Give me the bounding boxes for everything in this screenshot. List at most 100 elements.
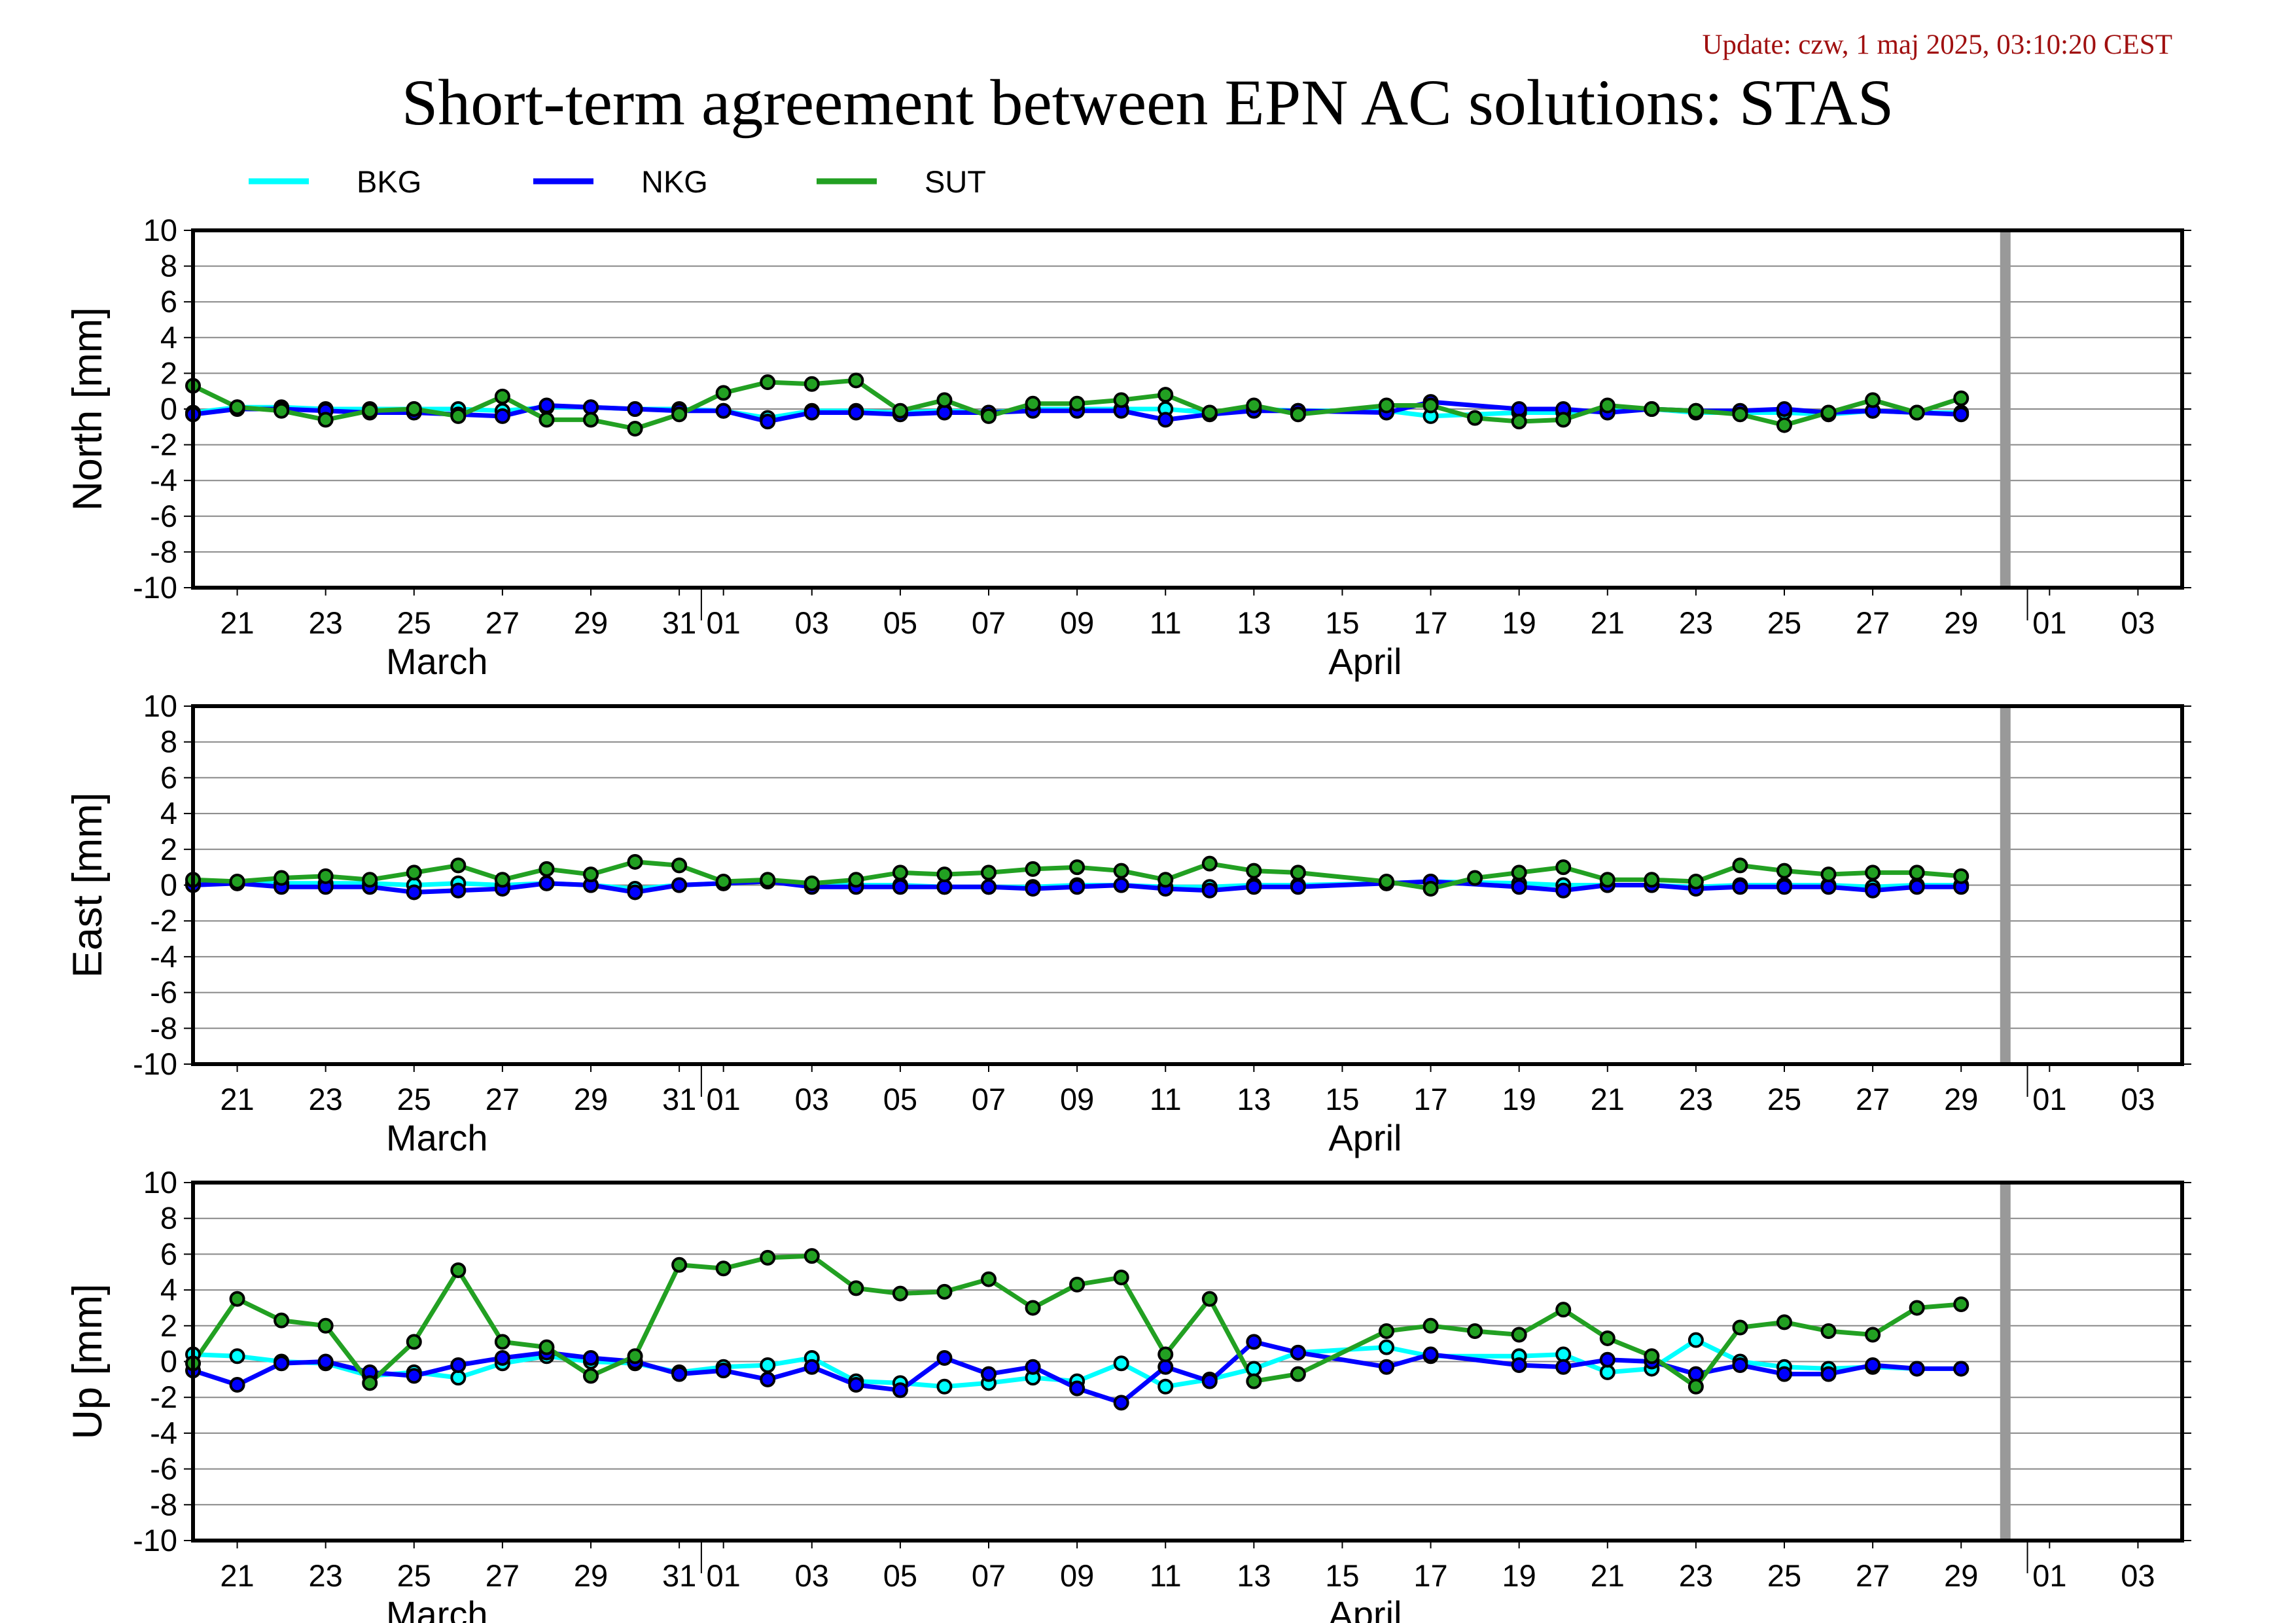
legend-label: BKG — [357, 164, 421, 199]
data-point-sut — [627, 421, 643, 437]
y-tick-label: 6 — [160, 284, 177, 319]
data-point-sut — [1467, 1323, 1483, 1340]
data-point-sut — [274, 402, 290, 419]
data-point-nkg — [1820, 879, 1837, 895]
x-tick-label: 15 — [1325, 1082, 1359, 1116]
data-point-nkg — [317, 1353, 334, 1370]
data-point-nkg — [1157, 412, 1174, 428]
x-tick-label: 13 — [1237, 1558, 1271, 1593]
data-point-sut — [981, 1271, 997, 1287]
data-point-nkg — [1953, 406, 1969, 423]
legend-item-nkg: NKG — [533, 164, 708, 199]
data-point-nkg — [539, 397, 555, 414]
x-tick-label: 25 — [1767, 1558, 1801, 1593]
data-point-nkg — [671, 877, 688, 893]
data-point-sut — [1687, 1378, 1704, 1395]
data-point-sut — [981, 865, 997, 881]
data-point-bkg — [1157, 1378, 1174, 1395]
x-tick-label: 25 — [397, 1558, 431, 1593]
x-tick-label: 25 — [397, 1082, 431, 1116]
x-tick-label: 07 — [972, 605, 1006, 640]
data-point-sut — [362, 1375, 378, 1391]
y-tick-label: 10 — [143, 213, 177, 247]
data-point-nkg — [450, 1357, 467, 1373]
y-tick-label: 10 — [143, 688, 177, 723]
data-point-nkg — [1776, 1366, 1792, 1382]
x-tick-label: 17 — [1413, 1558, 1447, 1593]
month-label: April — [1328, 641, 1402, 682]
data-point-bkg — [1555, 1346, 1572, 1363]
x-tick-label: 01 — [707, 605, 741, 640]
x-tick-label: 15 — [1325, 605, 1359, 640]
data-point-sut — [1379, 1323, 1394, 1340]
data-point-sut — [539, 1339, 555, 1355]
data-point-sut — [1246, 863, 1262, 879]
x-tick-label: 27 — [486, 1558, 520, 1593]
data-point-sut — [848, 372, 864, 389]
data-point-sut — [1290, 406, 1306, 423]
data-point-nkg — [1069, 1380, 1086, 1397]
x-tick-label: 17 — [1413, 1082, 1447, 1116]
data-point-sut — [583, 412, 599, 428]
data-point-nkg — [671, 1366, 688, 1382]
data-end-bar — [2000, 1183, 2011, 1541]
y-tick-label: 4 — [160, 320, 177, 355]
x-tick-label: 11 — [1150, 1082, 1182, 1116]
data-point-bkg — [1687, 1332, 1704, 1348]
y-tick-label: -10 — [133, 1046, 177, 1081]
data-point-nkg — [583, 1350, 599, 1366]
data-point-bkg — [229, 1348, 245, 1364]
x-tick-label: 03 — [795, 605, 829, 640]
y-axis-label: North [mm] — [65, 307, 111, 511]
data-point-sut — [1069, 395, 1086, 412]
data-point-nkg — [936, 1350, 953, 1366]
data-point-sut — [671, 857, 688, 874]
data-point-nkg — [848, 1377, 864, 1393]
x-tick-label: 25 — [1767, 1082, 1801, 1116]
data-point-nkg — [1113, 877, 1129, 893]
data-point-nkg — [1909, 879, 1925, 895]
data-point-bkg — [936, 1378, 953, 1395]
data-point-sut — [1246, 1373, 1262, 1389]
data-point-nkg — [1069, 879, 1086, 895]
y-tick-label: 0 — [160, 1344, 177, 1379]
data-point-sut — [1157, 387, 1174, 403]
x-tick-label: 09 — [1060, 605, 1094, 640]
y-axis-label: East [mm] — [65, 793, 111, 978]
data-point-sut — [539, 861, 555, 877]
legend-item-bkg: BKG — [249, 164, 421, 199]
x-tick-label: 31 — [662, 1082, 696, 1116]
data-point-nkg — [1555, 882, 1572, 899]
y-tick-label: 0 — [160, 391, 177, 426]
data-point-sut — [715, 874, 732, 890]
data-point-nkg — [981, 1366, 997, 1382]
data-point-nkg — [1246, 879, 1262, 895]
data-point-bkg — [1246, 1361, 1262, 1377]
data-point-nkg — [1820, 1366, 1837, 1382]
data-point-sut — [229, 1291, 245, 1307]
data-point-sut — [1865, 392, 1881, 408]
data-point-sut — [1909, 1300, 1925, 1316]
data-point-bkg — [760, 1357, 776, 1373]
data-point-sut — [1555, 1302, 1572, 1318]
data-point-sut — [1201, 1291, 1218, 1307]
y-tick-label: -10 — [133, 570, 177, 605]
data-point-sut — [892, 865, 908, 881]
plot-frame — [191, 228, 2184, 590]
data-point-nkg — [406, 1368, 422, 1384]
plot-frame — [191, 1181, 2184, 1543]
x-tick-label: 25 — [397, 605, 431, 640]
data-point-nkg — [1776, 879, 1792, 895]
data-point-nkg — [1025, 1359, 1041, 1375]
y-tick-label: 8 — [160, 1201, 177, 1236]
data-point-sut — [848, 1280, 864, 1296]
x-tick-label: 19 — [1502, 605, 1536, 640]
series-line-sut — [191, 1253, 1962, 1389]
data-point-nkg — [274, 1355, 290, 1372]
x-tick-label: 19 — [1502, 1558, 1536, 1593]
y-tick-label: -2 — [150, 1380, 177, 1414]
data-point-sut — [1511, 865, 1527, 881]
data-point-sut — [1820, 866, 1837, 883]
